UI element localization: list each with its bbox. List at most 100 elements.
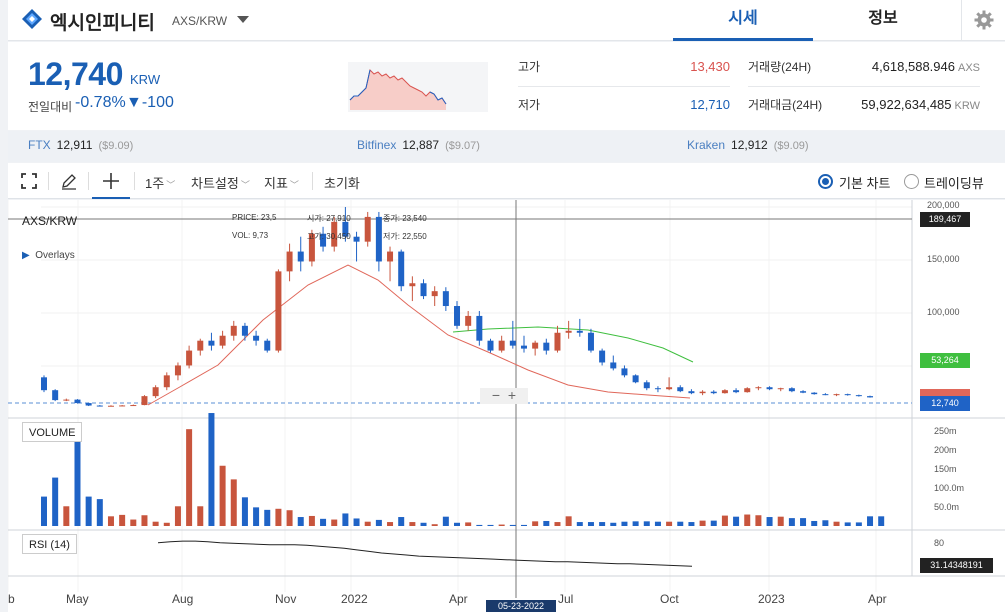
basic-chart-radio[interactable]	[818, 174, 833, 189]
ohlc-close: 종가: 23,540	[383, 214, 427, 223]
ma-red-badge	[920, 389, 970, 397]
pencil-icon[interactable]	[60, 172, 78, 190]
candle-body	[331, 221, 338, 247]
candle-body	[442, 291, 449, 307]
crosshair-tool[interactable]	[92, 163, 130, 199]
volume-bar	[230, 479, 237, 526]
exchange-bitfinex: Bitfinex 12,887 ($9.07)	[357, 138, 480, 152]
price-sparkline	[348, 62, 488, 112]
candle-body	[554, 332, 561, 351]
candle-body	[74, 399, 81, 404]
volume-bar	[219, 465, 226, 526]
volume-bar	[208, 413, 215, 526]
volume-bar	[554, 522, 561, 526]
candle-body	[643, 382, 650, 389]
gear-icon	[974, 10, 994, 30]
volume-bar	[119, 514, 126, 526]
candle-body	[264, 340, 271, 351]
time-tick-label: Apr	[449, 592, 468, 606]
tab-quote[interactable]: 시세	[673, 0, 813, 41]
time-tick-label: Apr	[868, 592, 887, 606]
change-percent: -0.78%	[75, 94, 126, 111]
indicators-button[interactable]: 지표 ﹀	[264, 176, 299, 191]
candle-body	[487, 340, 494, 351]
volume-bar	[543, 520, 550, 526]
tab-info[interactable]: 정보	[868, 10, 898, 27]
volume-bar	[788, 518, 795, 526]
candle-body	[96, 405, 103, 407]
volume-bar	[96, 499, 103, 526]
volume-bar	[710, 520, 717, 526]
candle-body	[420, 283, 427, 297]
tradingview-label[interactable]: 트레이딩뷰	[924, 176, 984, 191]
volume-bar	[141, 515, 148, 526]
stat-volume: 거래량(24H) 4,618,588.946 AXS	[748, 50, 980, 84]
coin-name: 엑시인피니티	[50, 13, 155, 34]
candle-body	[197, 340, 204, 351]
change-label: 전일대비	[28, 100, 73, 114]
chart-settings-button[interactable]: 차트설정 ﹀	[191, 176, 250, 191]
volume-panel-label: VOLUME	[22, 422, 83, 442]
volume-bar	[565, 516, 572, 526]
candle-body	[253, 335, 260, 341]
volume-bar	[822, 520, 829, 526]
exchange-kraken: Kraken 12,912 ($9.09)	[687, 138, 809, 152]
volume-bar	[721, 515, 728, 526]
chart-area[interactable]: AXS/KRW ▶ Overlays PRICE: 23,5 VOL: 9,73…	[8, 200, 1005, 612]
volume-tick-200m: 200m	[934, 445, 957, 455]
volume-bar	[442, 516, 449, 526]
volume-bar	[186, 429, 193, 526]
volume-bar	[509, 524, 516, 526]
stat-high: 고가 13,430	[518, 50, 730, 84]
volume-bar	[476, 524, 483, 526]
tradingview-radio[interactable]	[904, 174, 919, 189]
volume-bar	[152, 521, 159, 526]
volume-bar	[431, 524, 438, 526]
volume-bar	[733, 516, 740, 526]
candle-body	[654, 388, 661, 390]
zoom-controls[interactable]: − +	[480, 388, 528, 404]
interval-select[interactable]: 1주 ﹀	[145, 176, 176, 191]
candle-body	[208, 340, 215, 346]
axs-logo-icon	[22, 9, 42, 29]
low-label: 저가	[518, 98, 541, 112]
candle-body	[855, 395, 862, 397]
crosshair-date-badge: 05-23-2022	[486, 600, 556, 612]
candle-body	[308, 233, 315, 262]
candle-body	[744, 388, 751, 393]
chevron-down-icon[interactable]	[236, 14, 250, 24]
volume-bar	[587, 522, 594, 526]
price-unit: KRW	[130, 72, 161, 87]
candle-body	[610, 362, 617, 369]
ohlc-high: 고가: 30,450	[307, 232, 351, 241]
candle-body	[710, 391, 717, 394]
volume-bar	[666, 521, 673, 526]
fullscreen-icon[interactable]	[20, 172, 38, 190]
volume-bar	[409, 522, 416, 526]
volume-value: 4,618,588.946 AXS	[871, 59, 980, 74]
candle-body	[822, 394, 829, 396]
candle-body	[688, 391, 695, 394]
candle-body	[454, 306, 461, 326]
candle-body	[219, 335, 226, 346]
volume-bar	[174, 506, 181, 526]
volume-bar	[308, 515, 315, 526]
volume-bar	[744, 514, 751, 526]
overlays-toggle[interactable]: ▶ Overlays	[22, 250, 75, 261]
candle-body	[476, 315, 483, 341]
zoom-in-button: +	[507, 387, 517, 403]
settings-button[interactable]	[961, 0, 1005, 41]
low-value: 12,710	[690, 97, 730, 112]
play-icon: ▶	[22, 250, 30, 261]
candle-body	[107, 405, 114, 407]
zoom-out-button: −	[491, 387, 501, 403]
candle-body	[565, 330, 572, 333]
toolbar-divider	[134, 172, 135, 190]
basic-chart-label[interactable]: 기본 차트	[839, 176, 891, 191]
volume-bar	[599, 522, 606, 526]
volume-bar	[699, 520, 706, 526]
candle-body	[241, 325, 248, 336]
volume-bar	[297, 517, 304, 526]
volume-bar	[532, 521, 539, 526]
reset-button[interactable]: 초기화	[324, 176, 360, 191]
